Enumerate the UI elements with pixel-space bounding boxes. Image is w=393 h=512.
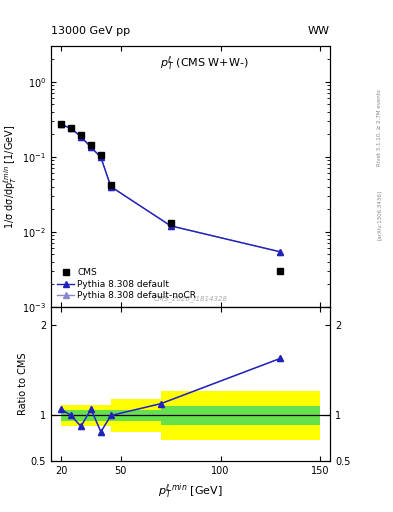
- Pythia 8.308 default-noCR: [278, 249, 283, 255]
- Pythia 8.308 default-noCR: [69, 125, 73, 132]
- Pythia 8.308 default-noCR: [99, 155, 103, 161]
- CMS: [278, 268, 283, 274]
- Pythia 8.308 default-noCR: [108, 184, 113, 190]
- Y-axis label: 1/σ dσ/dp$_T^{\ell min}$ [1/GeV]: 1/σ dσ/dp$_T^{\ell min}$ [1/GeV]: [3, 124, 20, 229]
- CMS: [108, 182, 113, 188]
- Pythia 8.308 default: [88, 144, 93, 150]
- Line: Pythia 8.308 default: Pythia 8.308 default: [58, 122, 283, 254]
- CMS: [168, 220, 173, 226]
- Pythia 8.308 default-noCR: [88, 144, 93, 150]
- Text: CMS_2020_I1814328: CMS_2020_I1814328: [154, 295, 228, 302]
- CMS: [99, 152, 103, 158]
- Text: Rivet 3.1.10, ≥ 2.7M events: Rivet 3.1.10, ≥ 2.7M events: [377, 90, 382, 166]
- CMS: [59, 121, 63, 127]
- Pythia 8.308 default: [59, 121, 63, 127]
- Pythia 8.308 default: [79, 134, 83, 140]
- Legend: CMS, Pythia 8.308 default, Pythia 8.308 default-noCR: CMS, Pythia 8.308 default, Pythia 8.308 …: [55, 266, 198, 302]
- Text: 13000 GeV pp: 13000 GeV pp: [51, 26, 130, 36]
- CMS: [88, 142, 93, 148]
- Pythia 8.308 default: [69, 125, 73, 132]
- Text: $p_T^{\ell}$ (CMS W+W-): $p_T^{\ell}$ (CMS W+W-): [160, 54, 249, 72]
- Pythia 8.308 default-noCR: [79, 134, 83, 140]
- Pythia 8.308 default: [168, 223, 173, 229]
- Line: CMS: CMS: [58, 121, 283, 274]
- Pythia 8.308 default-noCR: [59, 121, 63, 127]
- Pythia 8.308 default: [99, 155, 103, 161]
- CMS: [69, 124, 73, 131]
- Text: [arXiv:1306.3436]: [arXiv:1306.3436]: [377, 190, 382, 240]
- Text: WW: WW: [308, 26, 330, 36]
- Pythia 8.308 default-noCR: [168, 223, 173, 229]
- Pythia 8.308 default: [278, 249, 283, 255]
- CMS: [79, 132, 83, 138]
- Pythia 8.308 default: [108, 184, 113, 190]
- Line: Pythia 8.308 default-noCR: Pythia 8.308 default-noCR: [58, 122, 283, 254]
- X-axis label: $p_T^{\ell\ min}$ [GeV]: $p_T^{\ell\ min}$ [GeV]: [158, 481, 223, 501]
- Y-axis label: Ratio to CMS: Ratio to CMS: [18, 353, 28, 415]
